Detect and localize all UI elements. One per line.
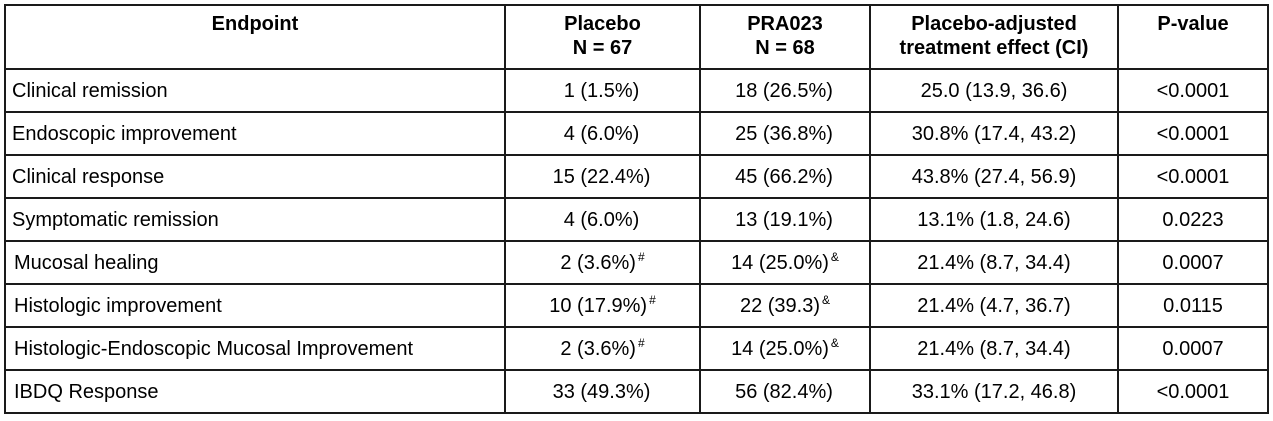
table-row: IBDQ Response 33 (49.3%) 56 (82.4%) 33.1% (… — [4, 369, 1269, 414]
cell-treatment-effect: 13.1% (1.8, 24.6) — [869, 197, 1119, 242]
results-table-container: Endpoint Placebo N = 67 PRA023 N = 68 Pl… — [4, 4, 1269, 414]
footnote-marker: & — [830, 335, 839, 350]
cell-endpoint: Clinical remission — [4, 68, 506, 113]
table-row: Clinical response 15 (22.4%) 45 (66.2%) 43.… — [4, 154, 1269, 199]
cell-treatment-effect: 33.1% (17.2, 46.8) — [869, 369, 1119, 414]
cell-placebo: 1 (1.5%) — [504, 68, 701, 113]
header-treatment-effect-line2: treatment effect (CI) — [899, 37, 1089, 59]
cell-p-value: 0.0007 — [1117, 240, 1269, 285]
header-pra023-n: N = 68 — [755, 37, 815, 59]
cell-pra023: 56 (82.4%) — [699, 369, 871, 414]
cell-endpoint: Clinical response — [4, 154, 506, 199]
footnote-marker: & — [830, 249, 839, 264]
cell-placebo: 33 (49.3%) — [504, 369, 701, 414]
cell-placebo: 10 (17.9%) # — [504, 283, 701, 328]
cell-pra023: 14 (25.0%) & — [699, 240, 871, 285]
table-row: Histologic improvement 10 (17.9%) #22 (39.… — [4, 283, 1269, 328]
cell-treatment-effect: 30.8% (17.4, 43.2) — [869, 111, 1119, 156]
header-pra023: PRA023 N = 68 — [699, 4, 871, 70]
cell-endpoint: Histologic-Endoscopic Mucosal Improvemen… — [4, 326, 506, 371]
header-pra023-label: PRA023 — [747, 13, 823, 35]
cell-endpoint: IBDQ Response — [4, 369, 506, 414]
cell-p-value: <0.0001 — [1117, 369, 1269, 414]
cell-pra023: 45 (66.2%) — [699, 154, 871, 199]
cell-endpoint: Histologic improvement — [4, 283, 506, 328]
cell-treatment-effect: 25.0 (13.9, 36.6) — [869, 68, 1119, 113]
table-row: Histologic-Endoscopic Mucosal Improvemen… — [4, 326, 1269, 371]
table-row: Endoscopic improvement 4 (6.0%) 25 (36.8%)… — [4, 111, 1269, 156]
cell-pra023: 25 (36.8%) — [699, 111, 871, 156]
cell-pra023: 14 (25.0%) & — [699, 326, 871, 371]
table-body: Clinical remission 1 (1.5%) 18 (26.5%) 25.0… — [4, 68, 1269, 414]
cell-endpoint: Mucosal healing — [4, 240, 506, 285]
footnote-marker: # — [637, 335, 645, 350]
header-treatment-effect: Placebo-adjusted treatment effect (CI) — [869, 4, 1119, 70]
cell-p-value: 0.0115 — [1117, 283, 1269, 328]
footnote-marker: # — [637, 249, 645, 264]
footnote-marker: & — [822, 292, 831, 307]
cell-treatment-effect: 43.8% (27.4, 56.9) — [869, 154, 1119, 199]
table-row: Clinical remission 1 (1.5%) 18 (26.5%) 25.0… — [4, 68, 1269, 113]
header-treatment-effect-line1: Placebo-adjusted — [911, 13, 1077, 35]
cell-p-value: <0.0001 — [1117, 154, 1269, 199]
cell-placebo: 4 (6.0%) — [504, 111, 701, 156]
results-table: Endpoint Placebo N = 67 PRA023 N = 68 Pl… — [4, 4, 1269, 414]
header-placebo: Placebo N = 67 — [504, 4, 701, 70]
cell-endpoint: Symptomatic remission — [4, 197, 506, 242]
cell-treatment-effect: 21.4% (8.7, 34.4) — [869, 240, 1119, 285]
footnote-marker: # — [649, 292, 656, 307]
cell-p-value: 0.0007 — [1117, 326, 1269, 371]
cell-treatment-effect: 21.4% (8.7, 34.4) — [869, 326, 1119, 371]
table-row: Symptomatic remission 4 (6.0%) 13 (19.1%) 1… — [4, 197, 1269, 242]
cell-placebo: 4 (6.0%) — [504, 197, 701, 242]
header-row: Endpoint Placebo N = 67 PRA023 N = 68 Pl… — [4, 4, 1269, 70]
cell-placebo: 2 (3.6%) # — [504, 326, 701, 371]
cell-placebo: 15 (22.4%) — [504, 154, 701, 199]
table-row: Mucosal healing 2 (3.6%) #14 (25.0%) & 21.4%… — [4, 240, 1269, 285]
cell-treatment-effect: 21.4% (4.7, 36.7) — [869, 283, 1119, 328]
cell-endpoint: Endoscopic improvement — [4, 111, 506, 156]
header-p-value: P-value — [1117, 4, 1269, 70]
header-placebo-label: Placebo — [564, 13, 641, 35]
cell-p-value: <0.0001 — [1117, 111, 1269, 156]
cell-pra023: 18 (26.5%) — [699, 68, 871, 113]
cell-pra023: 22 (39.3) & — [699, 283, 871, 328]
cell-placebo: 2 (3.6%) # — [504, 240, 701, 285]
cell-p-value: 0.0223 — [1117, 197, 1269, 242]
header-placebo-n: N = 67 — [572, 37, 633, 59]
cell-pra023: 13 (19.1%) — [699, 197, 871, 242]
cell-p-value: <0.0001 — [1117, 68, 1269, 113]
header-endpoint: Endpoint — [4, 4, 506, 70]
